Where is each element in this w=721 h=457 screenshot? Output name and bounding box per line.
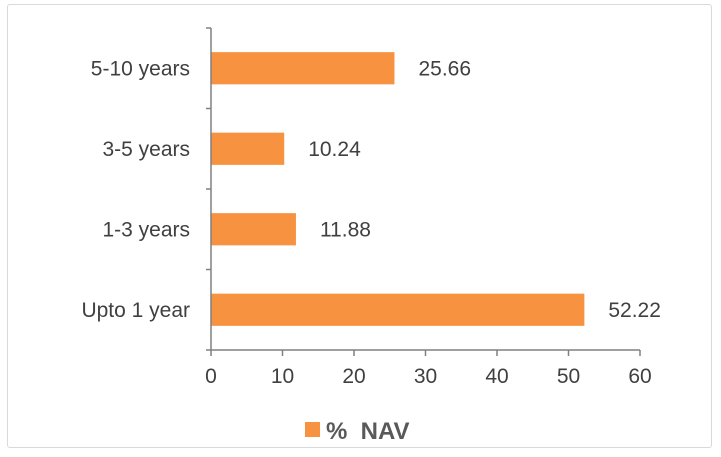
legend-swatch (305, 422, 320, 437)
category-label: 5-10 years (91, 57, 190, 80)
bar (211, 52, 395, 85)
x-tick-label: 10 (271, 365, 294, 388)
x-tick-label: 40 (485, 365, 508, 388)
bar (211, 293, 585, 326)
legend-label: % NAV (326, 418, 410, 445)
x-tick-label: 60 (628, 365, 651, 388)
category-label: 3-5 years (102, 138, 190, 161)
category-label: Upto 1 year (81, 299, 190, 322)
data-label: 10.24 (308, 138, 361, 161)
bar (211, 213, 296, 246)
category-label: 1-3 years (102, 218, 190, 241)
bar (211, 132, 285, 165)
x-tick-label: 30 (414, 365, 437, 388)
x-tick-label: 50 (557, 365, 580, 388)
data-label: 11.88 (320, 218, 371, 241)
x-tick-label: 20 (342, 365, 365, 388)
data-label: 25.66 (418, 57, 471, 80)
data-label: 52.22 (608, 299, 661, 322)
x-tick-label: 0 (205, 365, 217, 388)
